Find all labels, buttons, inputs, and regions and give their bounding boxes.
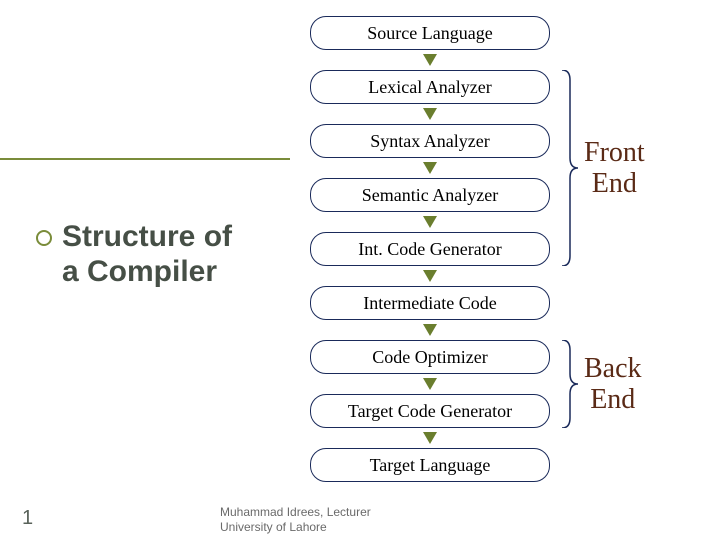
arrow-down-icon: [423, 108, 437, 120]
arrow-down-icon: [423, 432, 437, 444]
arrow-down-icon: [423, 378, 437, 390]
stage-box: Intermediate Code: [310, 286, 550, 320]
stage-box: Source Language: [310, 16, 550, 50]
compiler-flow: Source Language Lexical Analyzer Syntax An…: [300, 16, 560, 482]
title-underline: [0, 158, 290, 160]
stage-box: Target Code Generator: [310, 394, 550, 428]
arrow-down-icon: [423, 54, 437, 66]
arrow-down-icon: [423, 270, 437, 282]
arrow-down-icon: [423, 324, 437, 336]
bracket-front-end: [560, 70, 578, 266]
slide-number: 1: [22, 507, 33, 530]
arrow-down-icon: [423, 162, 437, 174]
bullet-icon: [36, 230, 52, 246]
stage-box: Code Optimizer: [310, 340, 550, 374]
arrow-down-icon: [423, 216, 437, 228]
title-block: Structure of a Compiler: [40, 220, 240, 289]
bracket-back-end: [560, 340, 578, 428]
page-title: Structure of a Compiler: [40, 220, 240, 289]
label-front-end: FrontEnd: [584, 138, 645, 200]
stage-box: Semantic Analyzer: [310, 178, 550, 212]
stage-box: Lexical Analyzer: [310, 70, 550, 104]
label-back-end: BackEnd: [584, 354, 642, 416]
stage-box: Target Language: [310, 448, 550, 482]
footer: Muhammad Idrees, LecturerUniversity of L…: [220, 505, 371, 534]
stage-box: Syntax Analyzer: [310, 124, 550, 158]
stage-box: Int. Code Generator: [310, 232, 550, 266]
